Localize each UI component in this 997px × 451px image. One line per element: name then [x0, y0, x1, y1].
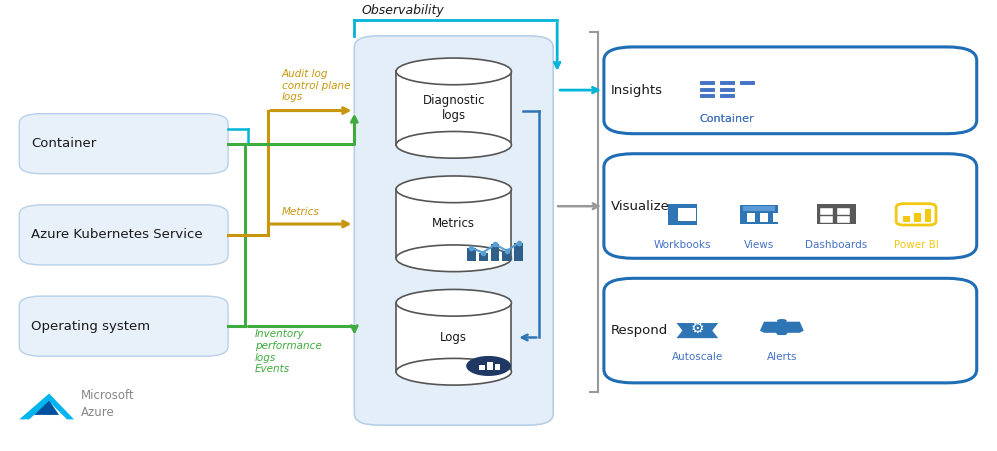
Text: Inventory
performance
logs
Events: Inventory performance logs Events	[255, 330, 322, 374]
FancyBboxPatch shape	[821, 208, 833, 215]
FancyBboxPatch shape	[604, 154, 977, 258]
FancyBboxPatch shape	[773, 213, 781, 222]
FancyBboxPatch shape	[487, 362, 493, 369]
FancyBboxPatch shape	[479, 253, 488, 261]
Text: Views: Views	[744, 240, 774, 250]
Text: Container: Container	[700, 114, 755, 124]
FancyBboxPatch shape	[668, 204, 697, 225]
FancyBboxPatch shape	[896, 204, 936, 225]
FancyBboxPatch shape	[19, 114, 228, 174]
Ellipse shape	[396, 132, 511, 158]
Text: Workbooks: Workbooks	[654, 240, 711, 250]
Text: Insights: Insights	[611, 84, 663, 97]
FancyBboxPatch shape	[743, 206, 775, 211]
Text: Azure Kubernetes Service: Azure Kubernetes Service	[31, 228, 202, 241]
Text: Respond: Respond	[611, 324, 668, 337]
FancyBboxPatch shape	[354, 36, 553, 425]
FancyBboxPatch shape	[699, 87, 715, 92]
Ellipse shape	[396, 290, 511, 316]
FancyBboxPatch shape	[740, 205, 778, 224]
Text: Metrics: Metrics	[433, 217, 476, 230]
FancyBboxPatch shape	[19, 205, 228, 265]
FancyBboxPatch shape	[760, 213, 768, 222]
Text: ⚙: ⚙	[691, 321, 704, 336]
Text: Container: Container	[700, 114, 755, 124]
FancyBboxPatch shape	[747, 213, 755, 222]
Ellipse shape	[396, 58, 511, 85]
Text: Visualize: Visualize	[611, 199, 670, 212]
Text: Audit log
control plane
logs: Audit log control plane logs	[282, 69, 350, 102]
FancyBboxPatch shape	[821, 216, 833, 223]
Text: Dashboards: Dashboards	[806, 240, 867, 250]
FancyBboxPatch shape	[491, 244, 499, 261]
FancyBboxPatch shape	[739, 80, 755, 86]
Polygon shape	[34, 400, 59, 415]
FancyBboxPatch shape	[699, 80, 715, 86]
FancyBboxPatch shape	[719, 87, 735, 92]
FancyBboxPatch shape	[495, 364, 500, 369]
FancyBboxPatch shape	[719, 93, 735, 98]
FancyBboxPatch shape	[913, 212, 920, 222]
FancyBboxPatch shape	[837, 208, 850, 215]
Text: Microsoft
Azure: Microsoft Azure	[81, 389, 135, 419]
FancyBboxPatch shape	[604, 47, 977, 133]
FancyBboxPatch shape	[719, 80, 735, 86]
FancyBboxPatch shape	[678, 208, 696, 221]
Polygon shape	[677, 323, 718, 338]
FancyBboxPatch shape	[699, 93, 715, 98]
Polygon shape	[19, 394, 74, 419]
Text: Observability: Observability	[361, 4, 444, 17]
Text: Logs: Logs	[441, 331, 468, 344]
Text: Power BI: Power BI	[893, 240, 938, 250]
FancyBboxPatch shape	[699, 87, 715, 92]
Ellipse shape	[396, 359, 511, 385]
FancyBboxPatch shape	[719, 93, 735, 98]
FancyBboxPatch shape	[502, 251, 511, 261]
Ellipse shape	[777, 319, 787, 322]
FancyBboxPatch shape	[902, 216, 909, 222]
Polygon shape	[396, 303, 511, 372]
Text: Container: Container	[31, 137, 97, 150]
FancyBboxPatch shape	[924, 209, 931, 222]
FancyBboxPatch shape	[467, 248, 476, 261]
Polygon shape	[396, 71, 511, 145]
Text: Metrics: Metrics	[282, 207, 319, 216]
FancyBboxPatch shape	[739, 80, 755, 86]
Polygon shape	[396, 189, 511, 258]
Text: Autoscale: Autoscale	[672, 352, 723, 362]
Text: Diagnostic
logs: Diagnostic logs	[423, 94, 485, 122]
Text: Alerts: Alerts	[767, 352, 798, 362]
FancyBboxPatch shape	[719, 87, 735, 92]
Text: Operating system: Operating system	[31, 320, 151, 333]
Ellipse shape	[396, 245, 511, 272]
FancyBboxPatch shape	[817, 204, 856, 225]
FancyBboxPatch shape	[604, 278, 977, 383]
FancyBboxPatch shape	[514, 243, 523, 261]
Ellipse shape	[396, 176, 511, 202]
FancyBboxPatch shape	[479, 365, 485, 369]
FancyBboxPatch shape	[719, 80, 735, 86]
Polygon shape	[760, 322, 804, 335]
FancyBboxPatch shape	[699, 93, 715, 98]
FancyBboxPatch shape	[699, 80, 715, 86]
Ellipse shape	[467, 356, 510, 376]
FancyBboxPatch shape	[837, 216, 850, 223]
FancyBboxPatch shape	[19, 296, 228, 356]
